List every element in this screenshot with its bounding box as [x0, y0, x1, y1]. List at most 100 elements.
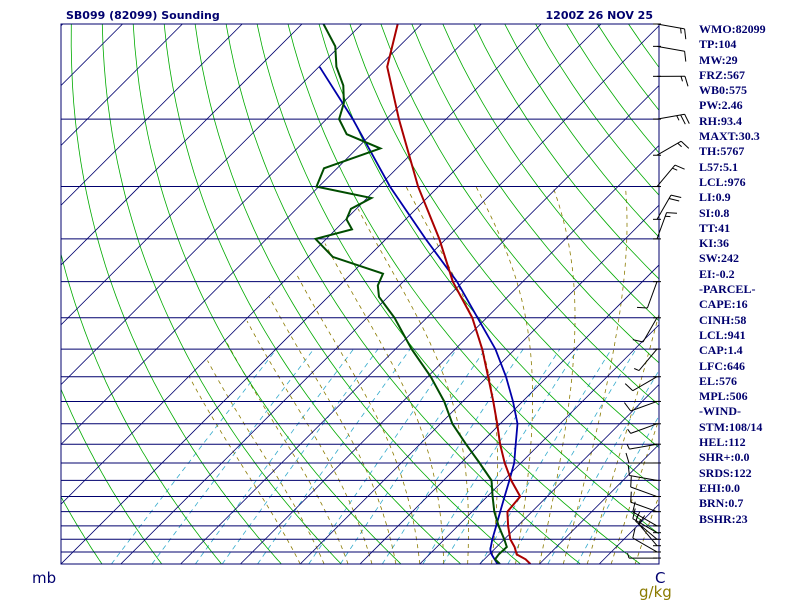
- temperature-axis-unit: C: [655, 569, 665, 587]
- index-item: SRDS:122: [699, 465, 752, 480]
- dewpoint-line: [313, 24, 508, 564]
- wind-barb: [653, 140, 690, 156]
- index-item: SW:242: [699, 251, 740, 266]
- index-item: LI:0.9: [699, 190, 731, 205]
- isotherm-line: [120, 25, 659, 564]
- wind-barb-flag: [630, 476, 632, 488]
- wind-barb-half-flag: [676, 115, 680, 121]
- index-item: MPL:506: [699, 389, 748, 404]
- isotherm-line: [61, 24, 602, 564]
- index-item: EL:576: [699, 373, 738, 388]
- wind-barb-flag: [630, 491, 632, 503]
- wind-barb: [632, 527, 661, 553]
- index-item: LCL:941: [699, 327, 746, 342]
- station-title: SB099 (82099) Sounding: [66, 9, 220, 22]
- isotherm-line: [299, 204, 659, 564]
- wind-barb-staff: [642, 317, 658, 343]
- index-item: FRZ:567: [699, 67, 745, 82]
- index-item: KI:36: [699, 236, 729, 251]
- wind-barb-flag: [684, 113, 690, 124]
- wind-barb-half-flag: [680, 76, 683, 82]
- wind-barb: [636, 281, 661, 309]
- isobars: [61, 24, 659, 564]
- moist-adiabat: [207, 360, 325, 564]
- wind-barb-staff: [632, 518, 658, 534]
- index-item: TT:41: [699, 220, 731, 235]
- wind-barbs: [624, 23, 690, 559]
- wind-barb: [653, 194, 682, 220]
- wind-barb: [653, 45, 687, 62]
- index-item: EHI:0.0: [699, 480, 741, 495]
- isotherm-line: [61, 24, 243, 206]
- wind-barb-staff: [635, 520, 658, 540]
- moist-adiabat: [225, 339, 349, 564]
- moist-adiabat: [246, 320, 373, 564]
- wind-barb-flag: [636, 306, 648, 309]
- wind-barb: [653, 113, 690, 125]
- wind-barb-half-flag: [638, 518, 642, 525]
- wind-barb-flag: [674, 164, 685, 170]
- wind-barb-half-flag: [680, 28, 682, 34]
- pressure-axis-label: mb: [32, 569, 56, 587]
- wind-barb: [626, 443, 661, 450]
- wind-barb: [630, 476, 661, 498]
- wind-barb-staff: [638, 348, 658, 371]
- wind-barb-half-flag: [677, 142, 682, 148]
- wind-barb-flag: [680, 140, 690, 149]
- wind-barb: [624, 400, 661, 412]
- mixing-ratio-unit: g/kg: [639, 583, 672, 600]
- isotherm-line: [479, 384, 659, 564]
- wind-barb-flag: [627, 465, 630, 476]
- index-item: BSHR:23: [699, 511, 748, 526]
- wind-barb-half-flag: [627, 428, 632, 434]
- wind-barb: [625, 452, 661, 464]
- wind-barb-staff: [656, 140, 682, 156]
- wind-barb-staff: [656, 212, 668, 240]
- wind-barb-staff: [656, 45, 685, 52]
- isotherm-line: [180, 85, 659, 564]
- wind-barb-flag: [684, 28, 687, 40]
- index-item: STM:108/14: [699, 419, 763, 434]
- index-item: -WIND-: [699, 404, 741, 419]
- wind-barb-flag: [670, 194, 682, 198]
- wind-barb-flag: [624, 383, 634, 392]
- wind-barb: [632, 508, 661, 534]
- wind-barb-staff: [656, 164, 676, 187]
- wind-barb-flag: [666, 212, 678, 214]
- wind-barb-flag: [632, 339, 644, 343]
- index-item: LCL:976: [699, 174, 746, 189]
- index-item: EI:-0.2: [699, 266, 735, 281]
- index-item: CAP:1.4: [699, 343, 743, 358]
- isotherm-line: [359, 264, 659, 564]
- wind-barb-staff: [632, 376, 658, 392]
- isotherm-line: [61, 24, 482, 445]
- wind-barb-staff: [656, 194, 672, 220]
- wind-barb: [630, 491, 661, 513]
- wind-barb-staff: [630, 400, 658, 412]
- index-item: WMO:82099: [699, 22, 766, 36]
- wind-barb: [627, 552, 661, 559]
- wind-barb-half-flag: [626, 444, 630, 450]
- parcel-trace-line: [318, 66, 519, 564]
- wind-barb-staff: [646, 281, 658, 309]
- isotherm-line: [61, 24, 183, 146]
- wind-barb-half-flag: [627, 552, 630, 559]
- isotherm-line: [61, 24, 422, 386]
- wind-barb-staff: [656, 113, 685, 120]
- index-item: MW:29: [699, 52, 738, 67]
- wind-barb-staff: [656, 23, 685, 30]
- wind-barb-half-flag: [633, 368, 640, 372]
- index-item: -PARCEL-: [699, 282, 756, 297]
- wind-barb: [653, 164, 685, 188]
- moist-adiabat: [357, 208, 469, 564]
- index-item: CAPE:16: [699, 297, 748, 312]
- sounding-profiles: [313, 24, 532, 564]
- wind-barb-flag: [684, 51, 687, 62]
- sounding-indices-panel: WMO:82099 TP:104 MW:29 FRZ:567 WB0:575 PW:2.4…: [699, 22, 799, 527]
- wind-barb: [653, 23, 687, 40]
- wind-barb: [633, 348, 661, 372]
- wind-barb: [653, 212, 678, 240]
- index-item: L57:5.1: [699, 159, 738, 174]
